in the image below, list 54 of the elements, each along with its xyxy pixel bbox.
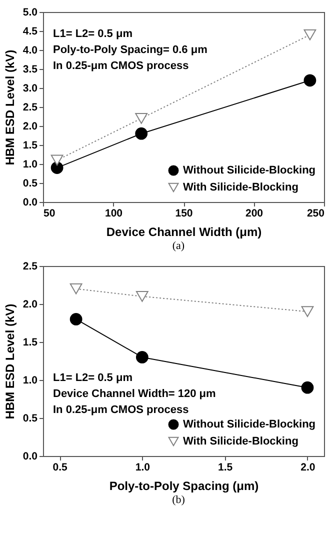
annotation: In 0.25-μm CMOS process — [53, 60, 189, 72]
y-tick-label: 2.0 — [22, 120, 38, 132]
text: (a) — [172, 240, 185, 252]
x-tick-label: 250 — [306, 208, 325, 220]
annotation: L1= L2= 0.5 μm — [53, 372, 133, 384]
y-tick-label: 3.0 — [22, 82, 38, 94]
y-tick-label: 0.5 — [22, 412, 38, 424]
annotation: Device Channel Width= 120 μm — [53, 388, 216, 400]
point — [135, 127, 148, 140]
y-tick-label: 2.5 — [22, 260, 38, 272]
annotation: L1= L2= 0.5 μm — [53, 28, 133, 40]
point — [50, 154, 64, 166]
annotation: In 0.25-μm CMOS process — [53, 404, 189, 416]
x-tick-label: 200 — [245, 208, 264, 220]
x-tick-label: 1.0 — [135, 462, 150, 474]
y-tick-label: 1.0 — [22, 374, 38, 386]
y-tick-label: 0.0 — [22, 450, 38, 462]
point — [301, 381, 314, 394]
x-tick-label: 2.0 — [300, 462, 316, 474]
x-tick-label: 0.5 — [52, 462, 68, 474]
point — [70, 313, 82, 326]
y-tick-label: 4.5 — [22, 26, 38, 38]
point — [136, 290, 148, 302]
legend-label: With Silicide-Blocking — [183, 182, 298, 194]
y-axis-title: HBM ESD Level (kV) — [2, 304, 17, 420]
legend-label: With Silicide-Blocking — [183, 436, 298, 448]
legend-label: Without Silicide-Blocking — [183, 164, 316, 176]
text: (b) — [172, 494, 186, 506]
y-tick-label: 5.0 — [22, 6, 38, 18]
x-tick-label: 100 — [104, 208, 123, 220]
y-tick-label: 0.0 — [22, 196, 38, 208]
point — [136, 351, 148, 364]
point — [304, 74, 316, 87]
point — [304, 29, 316, 40]
legend-label: Without Silicide-Blocking — [183, 418, 316, 430]
annotation: Poly-to-Poly Spacing= 0.6 μm — [53, 44, 208, 56]
point — [135, 112, 148, 124]
y-tick-label: 0.5 — [22, 178, 38, 190]
y-tick-label: 4.0 — [22, 44, 38, 56]
y-tick-label: 1.0 — [22, 158, 38, 170]
x-axis-title: Poly-to-Poly Spacing (μm) — [109, 479, 259, 493]
y-tick-label: 2.5 — [22, 102, 38, 114]
point — [301, 306, 314, 318]
y-tick-label: 1.5 — [22, 140, 38, 152]
x-axis-title: Device Channel Width (μm) — [106, 225, 262, 239]
y-axis-title: HBM ESD Level (kV) — [2, 50, 17, 166]
y-tick-label: 2.0 — [22, 298, 38, 310]
point — [70, 283, 82, 294]
y-tick-label: 1.5 — [22, 336, 38, 348]
x-tick-label: 1.5 — [218, 462, 233, 474]
y-tick-label: 3.5 — [22, 64, 38, 76]
x-tick-label: 50 — [44, 208, 56, 220]
x-tick-label: 150 — [175, 208, 193, 220]
point — [50, 162, 64, 174]
